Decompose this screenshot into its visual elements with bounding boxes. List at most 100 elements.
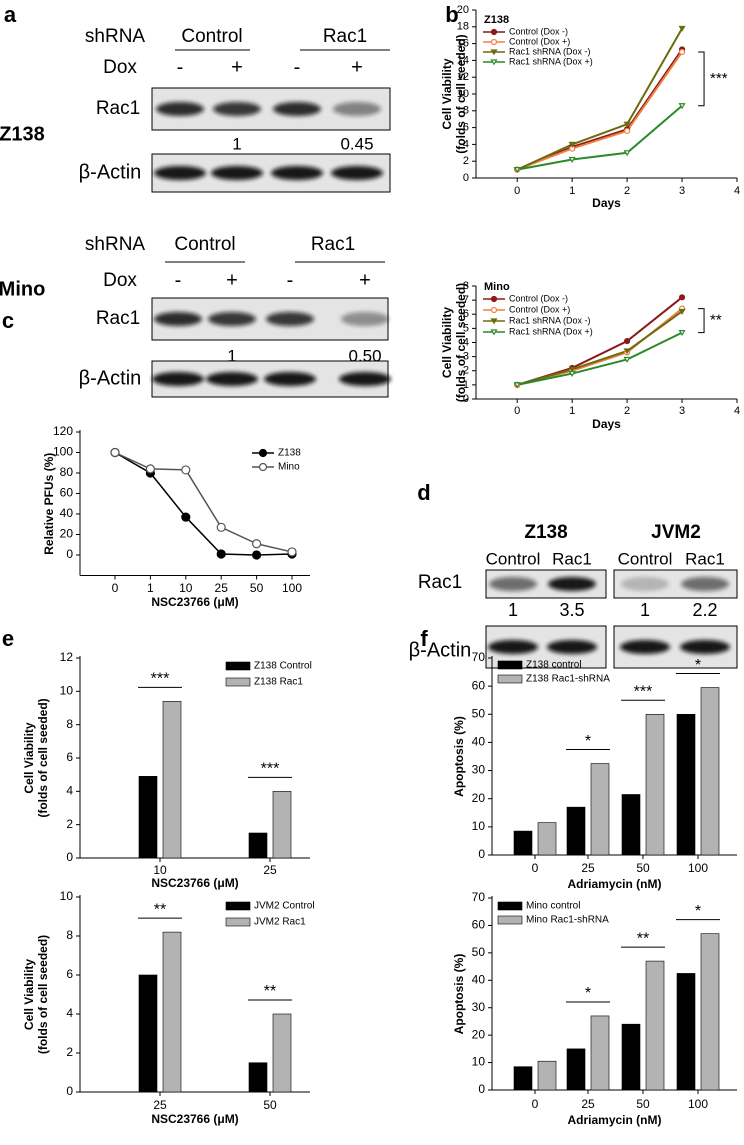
- bar: [162, 701, 182, 859]
- dox-label: Dox: [103, 57, 137, 78]
- legend-label: Z138 Rac1-shRNA: [526, 674, 610, 685]
- point: [678, 48, 686, 56]
- x-tick-label: 25: [153, 1098, 167, 1112]
- legend-label: Z138 control: [526, 660, 582, 671]
- y-tick-label: 4: [463, 336, 469, 348]
- bar: [537, 1060, 557, 1091]
- y-tick-label: 6: [463, 308, 469, 320]
- y-tick-label: 8: [463, 280, 469, 292]
- panel-label: b: [445, 2, 458, 27]
- group-label: Rac1: [323, 26, 367, 47]
- point: [623, 150, 631, 157]
- legend-swatch: [225, 901, 251, 911]
- y-tick-label: 7: [463, 294, 469, 306]
- target-label: Rac1: [96, 308, 140, 329]
- lane-label: Control: [486, 549, 541, 568]
- dox-sign: +: [226, 269, 238, 291]
- x-axis-label: Days: [592, 417, 621, 431]
- y-tick-label: 16: [457, 38, 469, 50]
- y-tick-label: 10: [472, 819, 486, 833]
- significance-label: ***: [710, 70, 728, 87]
- x-tick-label: 3: [679, 405, 685, 417]
- x-axis-label: Adriamycin (nM): [567, 1113, 661, 1127]
- legend-label: Rac1 shRNA (Dox -): [509, 315, 591, 325]
- point: [110, 447, 120, 458]
- significance-label: ***: [151, 671, 170, 688]
- dox-sign: -: [294, 56, 301, 78]
- legend-label: Z138 Control: [254, 661, 312, 672]
- panel-label: d: [417, 480, 430, 505]
- point: [568, 366, 576, 373]
- y-tick-label: 0: [463, 393, 469, 405]
- y-tick-label: 30: [472, 1000, 486, 1014]
- point: [490, 38, 498, 46]
- y-tick-label: 40: [472, 972, 486, 986]
- point: [568, 156, 576, 163]
- legend-label: Control (Dox +): [509, 36, 570, 46]
- blot-band: [680, 640, 730, 654]
- y-tick-label: 6: [66, 967, 73, 981]
- blot-band: [154, 166, 206, 180]
- cell-line-label: Mino: [0, 278, 45, 300]
- legend-label: JVM2 Rac1: [254, 917, 306, 928]
- blot-band: [488, 640, 538, 654]
- x-tick-label: 0: [532, 1097, 539, 1111]
- y-tick-label: 2: [66, 817, 73, 831]
- legend-label: Rac1 shRNA (Dox -): [509, 46, 591, 56]
- y-tick-label: 60: [472, 918, 486, 932]
- bar: [513, 1066, 533, 1091]
- point: [678, 308, 686, 315]
- x-tick-label: 2: [624, 405, 630, 417]
- bar: [566, 806, 586, 856]
- blot-band: [208, 312, 256, 326]
- legend-label: Control (Dox +): [509, 304, 570, 314]
- point: [678, 330, 686, 337]
- x-tick-label: 0: [532, 861, 539, 875]
- x-axis-label: NSC23766 (μM): [151, 876, 238, 890]
- x-tick-label: 100: [688, 1097, 708, 1111]
- y-axis-label: Cell Viability: [440, 307, 454, 378]
- legend-label: Z138: [278, 448, 301, 459]
- significance-label: *: [695, 657, 701, 674]
- bar: [645, 960, 665, 1091]
- panel-label: e: [2, 626, 14, 651]
- blot-band: [154, 312, 202, 326]
- target-label: Rac1: [96, 98, 140, 119]
- y-axis-label: Apoptosis (%): [452, 716, 466, 797]
- y-axis-label: Cell Viability: [440, 58, 454, 129]
- blot-band: [271, 166, 323, 180]
- series-line: [516, 48, 683, 171]
- blot-band: [548, 577, 596, 591]
- blot-band: [339, 372, 391, 386]
- bar: [272, 1013, 292, 1093]
- bar: [700, 933, 720, 1091]
- y-tick-label: 0: [66, 547, 73, 561]
- y-axis-label: Cell Viability: [22, 722, 36, 793]
- bar: [676, 973, 696, 1091]
- point: [624, 127, 631, 135]
- dox-sign: +: [351, 56, 363, 78]
- legend-label: Mino control: [526, 901, 580, 912]
- y-tick-label: 20: [457, 4, 469, 16]
- blot-band: [264, 372, 316, 386]
- y-tick-label: 10: [60, 684, 74, 698]
- series-line: [114, 451, 293, 553]
- point: [490, 306, 498, 314]
- point: [490, 28, 498, 36]
- significance-bracket: [698, 308, 705, 334]
- point: [490, 49, 498, 56]
- y-tick-label: 2: [463, 155, 469, 167]
- bar: [513, 830, 533, 856]
- x-tick-label: 25: [581, 1097, 595, 1111]
- bar: [248, 1062, 268, 1093]
- point: [678, 103, 686, 110]
- y-tick-label: 4: [463, 138, 469, 150]
- lane-label: Rac1: [552, 549, 592, 568]
- y-tick-label: 3: [463, 351, 469, 363]
- quant-label: 1: [640, 600, 650, 620]
- bar: [138, 776, 158, 859]
- series-line: [516, 310, 683, 386]
- y-axis-label: Apoptosis (%): [452, 954, 466, 1035]
